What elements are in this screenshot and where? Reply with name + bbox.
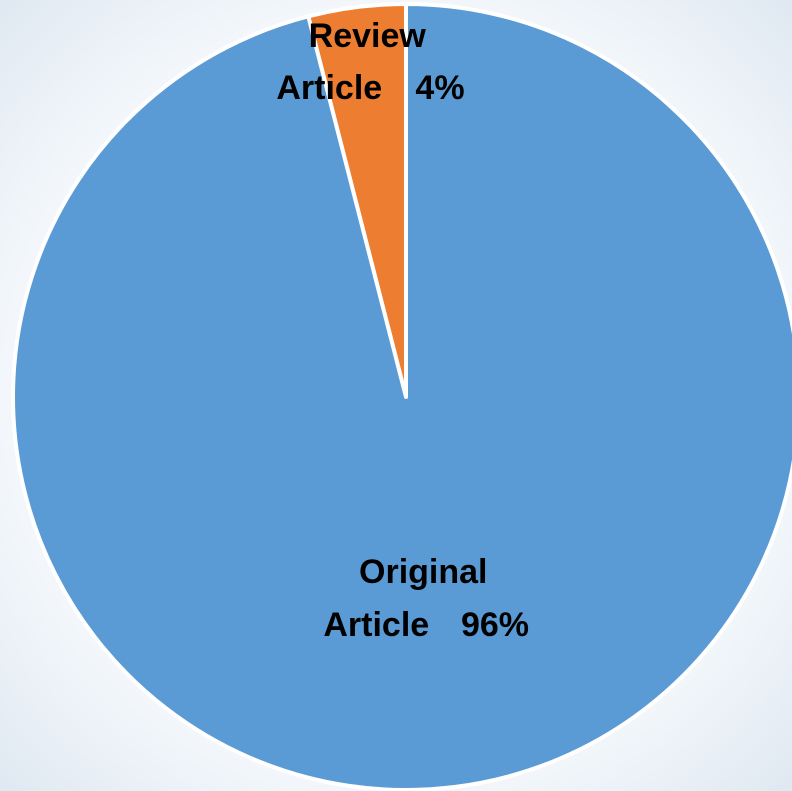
- original-label-line1: Original: [359, 553, 487, 591]
- review-label-percent: 4%: [415, 69, 464, 107]
- pie-slices: [11, 2, 792, 791]
- review-label-line2: Article: [276, 69, 382, 107]
- review-label-line1: Review: [309, 17, 427, 55]
- review-article-label: Review Article 4%: [276, 17, 464, 107]
- pie-slice-original-article: [11, 2, 792, 791]
- original-label-line2: Article: [323, 606, 429, 644]
- original-article-label: Original Article 96%: [323, 553, 529, 644]
- original-label-percent: 96%: [461, 606, 529, 644]
